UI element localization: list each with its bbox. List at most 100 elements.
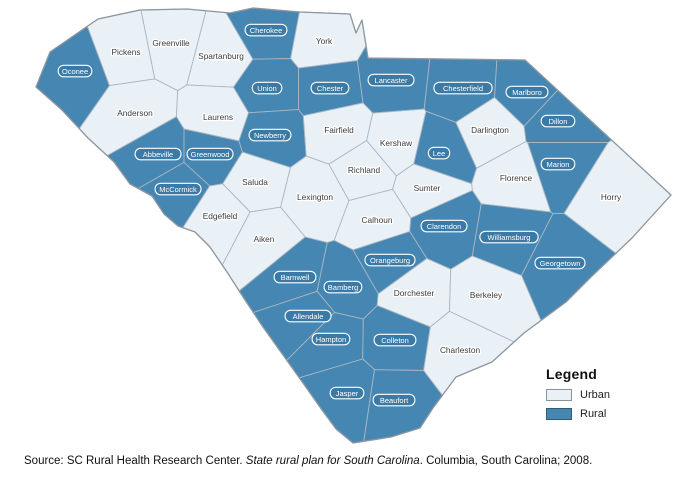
county-badge-cherokee [244,23,288,37]
county-label-colleton: Colleton [373,333,417,347]
county-name-chesterfield: Chesterfield [443,84,483,93]
county-name-marion: Marion [547,160,570,169]
county-badge-clarendon [420,219,468,233]
county-label-sumter: Sumter [414,183,441,193]
county-label-jasper: Jasper [329,386,365,400]
legend: Legend Urban Rural [546,366,610,427]
legend-title: Legend [546,366,597,382]
county-label-marion: Marion [540,157,576,171]
county-badge-colleton [373,333,417,347]
county-label-aiken: Aiken [254,234,275,244]
county-name-abbeville: Abbeville [143,150,173,159]
county-name-greenwood: Greenwood [191,150,230,159]
county-badge-dillon [540,114,576,128]
county-label-marlboro: Marlboro [505,85,549,99]
county-label-williamsburg: Williamsburg [479,230,539,244]
county-name-newberry: Newberry [254,131,286,140]
county-name-cherokee: Cherokee [250,26,283,35]
county-name-bamberg: Bamberg [328,283,358,292]
county-name-marlboro: Marlboro [512,88,542,97]
county-badge-oconee [57,64,93,78]
source-prefix: Source: SC Rural Health Research Center. [24,455,246,467]
county-label-chester: Chester [310,81,350,95]
county-badge-mccormick [154,182,202,196]
county-label-lancaster: Lancaster [367,73,415,87]
legend-row-urban: Urban [546,389,610,401]
county-label-york: York [316,36,333,46]
county-name-georgetown: Georgetown [540,259,581,268]
county-label-abbeville: Abbeville [134,147,182,161]
county-badge-greenwood [186,147,234,161]
county-label-barnwell: Barnwell [273,270,317,284]
county-badge-allendale [284,309,332,323]
county-name-union: Union [257,84,277,93]
county-name-williamsburg: Williamsburg [488,233,531,242]
county-badge-newberry [248,128,292,142]
county-badge-lancaster [367,73,415,87]
county-label-lee: Lee [427,146,451,160]
county-label-hampton: Hampton [311,332,351,346]
county-name-mccormick: McCormick [159,185,197,194]
county-label-dillon: Dillon [540,114,576,128]
county-label-kershaw: Kershaw [380,138,413,148]
county-label-orangeburg: Orangeburg [364,253,416,267]
county-name-chester: Chester [317,84,344,93]
county-label-darlington: Darlington [471,125,509,135]
county-label-oconee: Oconee [57,64,93,78]
county-name-allendale: Allendale [293,312,324,321]
county-name-barnwell: Barnwell [281,273,310,282]
legend-label-urban: Urban [580,389,610,401]
county-label-beaufort: Beaufort [372,393,416,407]
county-label-georgetown: Georgetown [534,256,586,270]
county-badge-lee [427,146,451,160]
county-badge-chesterfield [433,81,493,95]
county-label-mccormick: McCormick [154,182,202,196]
county-label-dorchester: Dorchester [394,288,435,298]
county-badge-beaufort [372,393,416,407]
state-outline [35,7,672,444]
source-publication-title: State rural plan for South Carolina [245,455,420,467]
county-label-florence: Florence [500,173,533,183]
county-name-colleton: Colleton [381,336,409,345]
county-label-allendale: Allendale [284,309,332,323]
county-label-edgefield: Edgefield [203,211,238,221]
county-badge-marlboro [505,85,549,99]
county-name-jasper: Jasper [336,389,359,398]
county-name-lee: Lee [433,149,446,158]
county-label-spartanburg: Spartanburg [198,51,244,61]
county-label-fairfield: Fairfield [324,125,354,135]
county-name-clarendon: Clarendon [427,222,462,231]
county-name-beaufort: Beaufort [380,396,409,405]
legend-label-rural: Rural [580,408,607,420]
county-name-oconee: Oconee [62,67,88,76]
county-label-calhoun: Calhoun [362,215,393,225]
county-label-lexington: Lexington [297,192,333,202]
county-label-laurens: Laurens [203,112,233,122]
county-label-saluda: Saluda [242,177,268,187]
county-badge-georgetown [534,256,586,270]
source-citation: Source: SC Rural Health Research Center.… [24,455,592,467]
county-name-orangeburg: Orangeburg [370,256,410,265]
county-label-charleston: Charleston [440,345,481,355]
county-name-hampton: Hampton [316,335,346,344]
county-badge-marion [540,157,576,171]
county-label-cherokee: Cherokee [244,23,288,37]
county-badge-union [251,81,283,95]
legend-swatch-rural [546,408,572,420]
county-label-clarendon: Clarendon [420,219,468,233]
county-badge-jasper [329,386,365,400]
county-label-chesterfield: Chesterfield [433,81,493,95]
county-label-union: Union [251,81,283,95]
county-label-richland: Richland [348,165,381,175]
county-label-bamberg: Bamberg [323,280,363,294]
county-label-greenville: Greenville [152,38,190,48]
county-label-berkeley: Berkeley [470,290,503,300]
county-badge-chester [310,81,350,95]
county-badge-orangeburg [364,253,416,267]
county-label-pickens: Pickens [111,47,140,57]
county-name-dillon: Dillon [549,117,568,126]
county-label-newberry: Newberry [248,128,292,142]
county-badge-williamsburg [479,230,539,244]
